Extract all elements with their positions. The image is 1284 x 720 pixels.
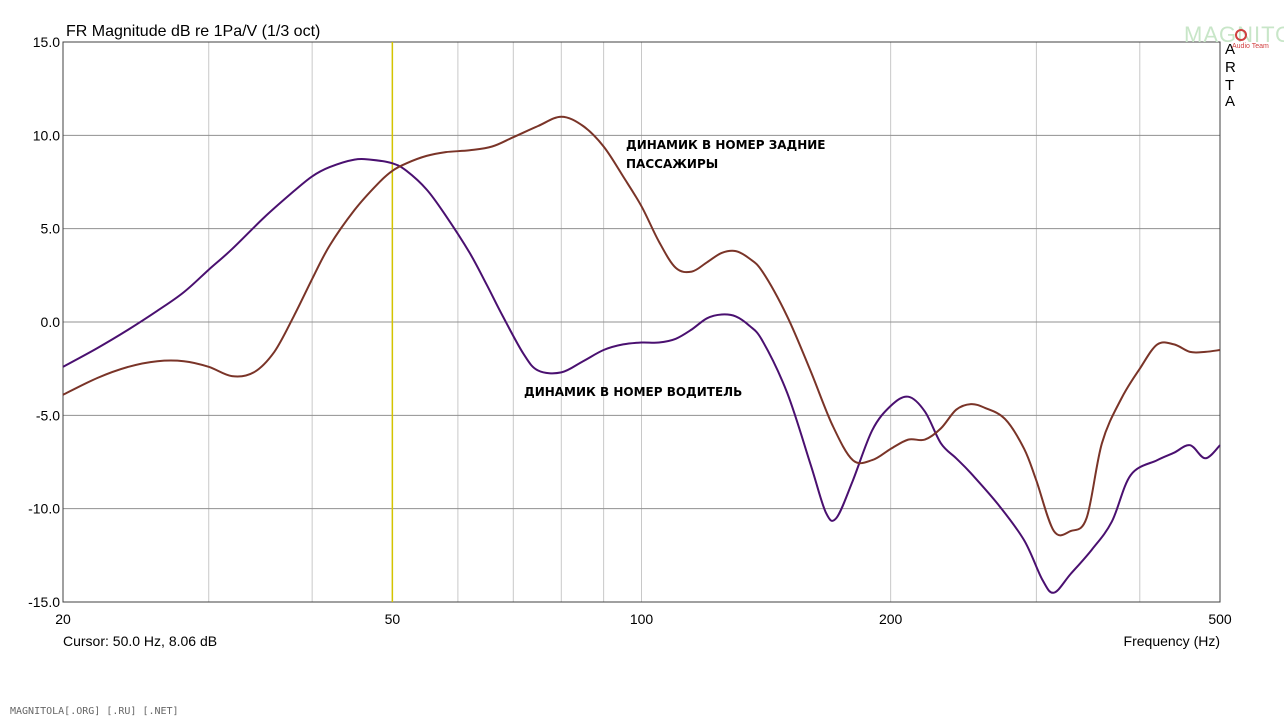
arta-brand: A R T A bbox=[1225, 41, 1236, 110]
grid-layer bbox=[63, 41, 1220, 603]
arta-letter-a1: A bbox=[1225, 41, 1235, 58]
y-tick-label: 10.0 bbox=[33, 127, 60, 143]
x-axis-label: Frequency (Hz) bbox=[1124, 633, 1220, 649]
watermark-bottom: MAGNITOLA[.ORG] [.RU] [.NET] bbox=[10, 706, 179, 717]
arta-letter-a2: A bbox=[1225, 93, 1235, 110]
magnitola-logo: MAGNITOLA Audio Team bbox=[1184, 22, 1284, 50]
x-tick-label: 100 bbox=[630, 611, 654, 627]
arta-letter-t: T bbox=[1225, 77, 1234, 94]
x-tick-label: 20 bbox=[55, 611, 71, 627]
annotation-rear-line-2: ПАССАЖИРЫ bbox=[626, 157, 718, 171]
magnitola-logo-subtext: Audio Team bbox=[1232, 43, 1269, 50]
y-tick-label: 15.0 bbox=[33, 34, 60, 50]
magnitola-logo-text: MAGNITOLA bbox=[1184, 22, 1284, 47]
series-driver-line bbox=[62, 157, 1221, 594]
annotation-driver: ДИНАМИК В НОМЕР ВОДИТЕЛЬ bbox=[524, 385, 742, 399]
logo-ring-icon bbox=[1235, 29, 1247, 41]
x-tick-label: 500 bbox=[1208, 611, 1232, 627]
series-layer bbox=[62, 115, 1221, 594]
annotation-rear-passengers: ДИНАМИК В НОМЕР ЗАДНИЕ ПАССАЖИРЫ bbox=[626, 138, 826, 171]
y-tick-label: -5.0 bbox=[36, 407, 60, 423]
cursor-readout: Cursor: 50.0 Hz, 8.06 dB bbox=[63, 633, 217, 649]
axis-layer: 15.0 10.0 5.0 0.0 -5.0 -10.0 -15.020 50 100 200 50… bbox=[28, 34, 1232, 627]
x-tick-label: 50 bbox=[385, 611, 401, 627]
arta-letter-r: R bbox=[1225, 59, 1236, 76]
y-tick-label: -15.0 bbox=[28, 594, 60, 610]
y-tick-label: 0.0 bbox=[41, 314, 61, 330]
y-tick-label: 5.0 bbox=[41, 221, 61, 237]
y-tick-label: -10.0 bbox=[28, 501, 60, 517]
annotation-rear-line-1: ДИНАМИК В НОМЕР ЗАДНИЕ bbox=[626, 138, 826, 152]
series-rear-passengers-line bbox=[62, 115, 1221, 537]
plot-frame bbox=[62, 41, 1221, 603]
chart-title: FR Magnitude dB re 1Pa/V (1/3 oct) bbox=[66, 23, 320, 40]
x-tick-label: 200 bbox=[879, 611, 903, 627]
